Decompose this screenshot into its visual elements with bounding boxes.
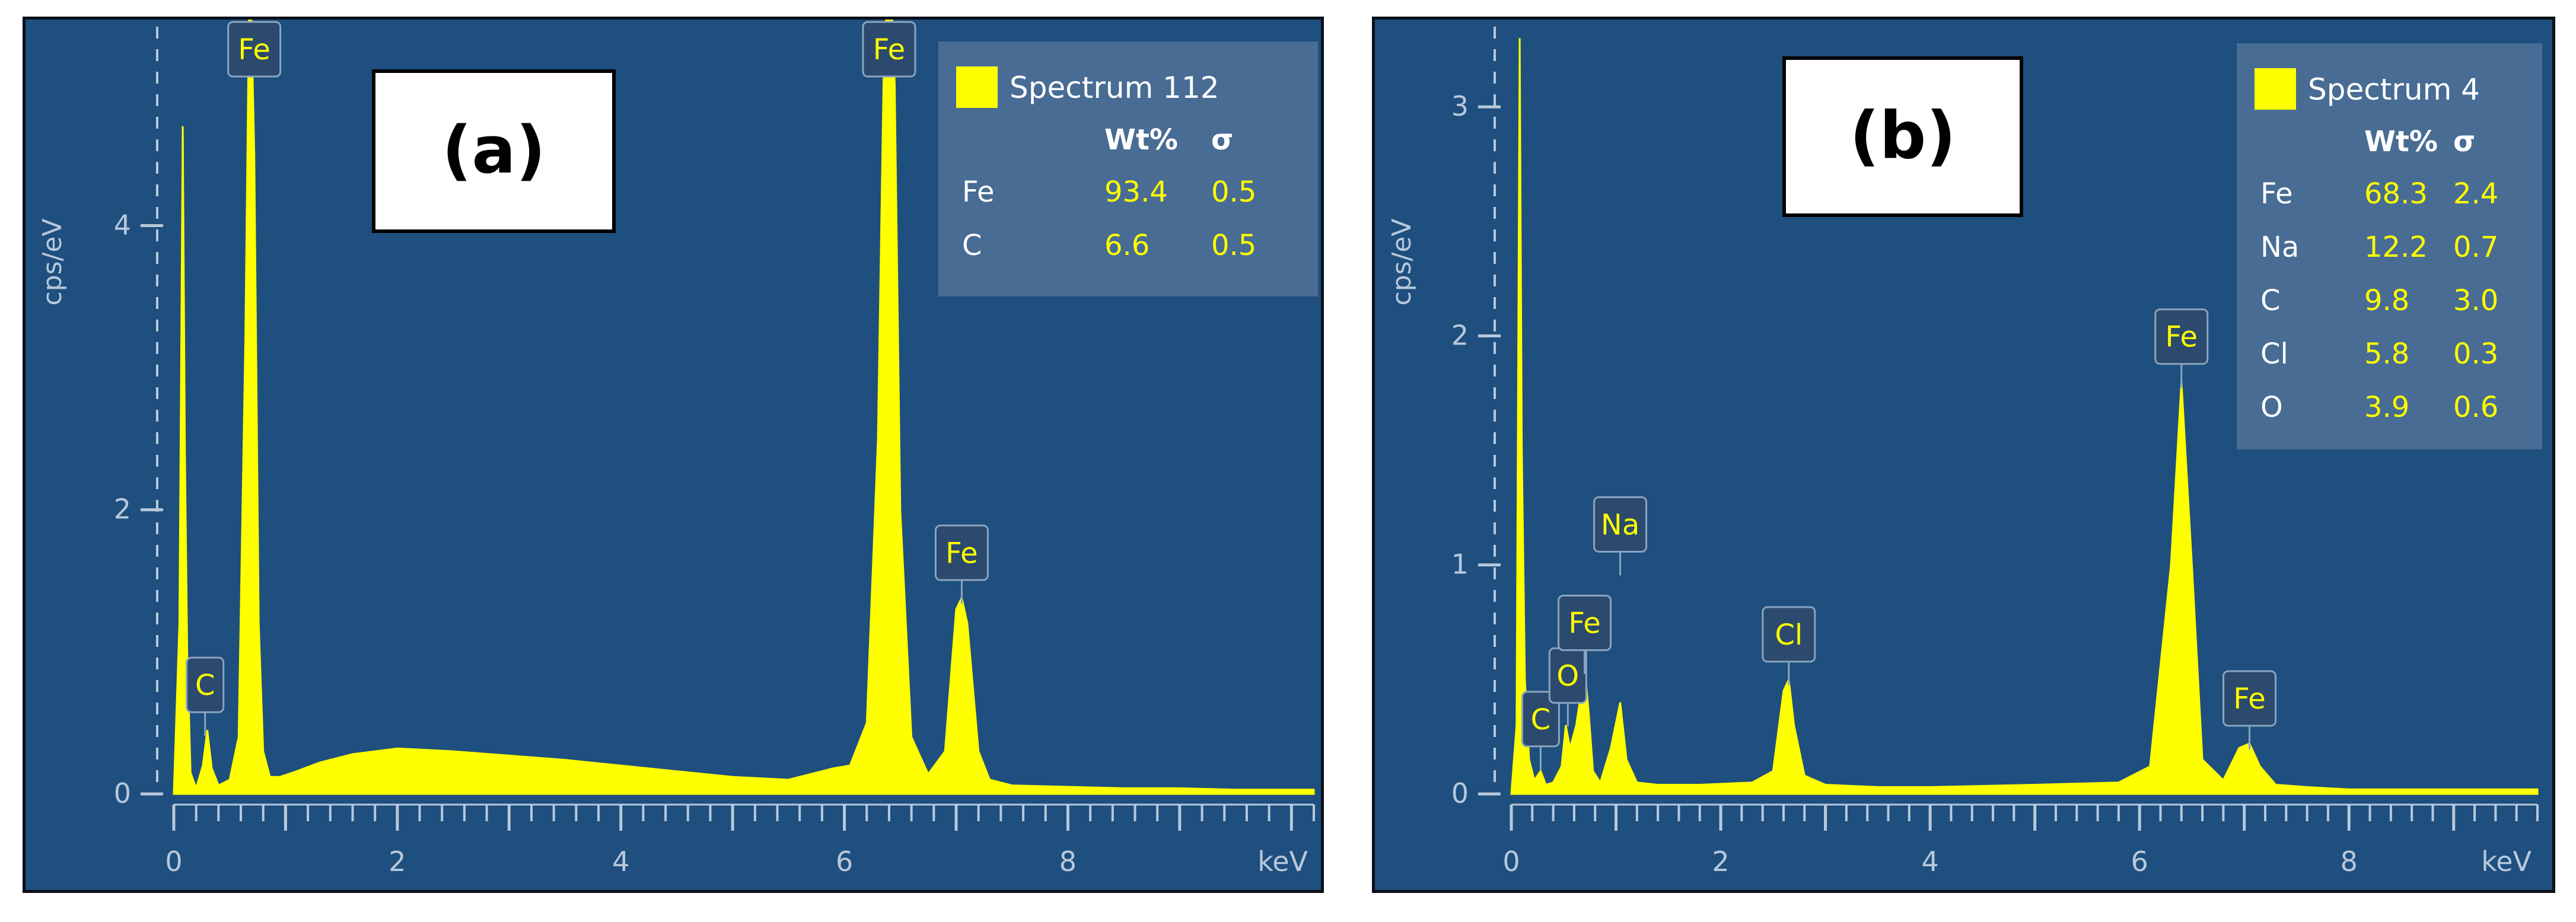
peak-label-text: Fe xyxy=(1568,607,1601,640)
legend-element: Fe xyxy=(962,176,995,209)
spectrum-area xyxy=(1510,38,2539,795)
legend-sigma-value: 0.6 xyxy=(2453,391,2498,424)
peak-label-text: Na xyxy=(1601,508,1639,541)
x-tick-label: 2 xyxy=(1712,846,1729,878)
peak-label-box xyxy=(227,21,282,78)
x-tick-label: 6 xyxy=(2131,846,2148,878)
y-tick-label: 0 xyxy=(114,777,131,809)
spectrum-panel-a: 0 2 4 cps/eV 0 2 4 6 8 keV C Fe Fe Fe (a) Spectrum 112 W… xyxy=(23,17,1324,893)
legend-wt-value: 93.4 xyxy=(1104,176,1168,209)
peak-label-text: O xyxy=(1556,659,1579,693)
peak-label-text: Fe xyxy=(873,33,906,66)
x-axis-label: keV xyxy=(1257,846,1308,878)
spectrum-area xyxy=(173,20,1315,795)
legend-element: C xyxy=(962,229,982,262)
legend-wt-value: 12.2 xyxy=(2364,231,2428,264)
legend-sigma-value: 0.3 xyxy=(2453,337,2498,371)
legend-wt-value: 3.9 xyxy=(2364,391,2409,424)
legend-sigma-value: 0.5 xyxy=(1211,229,1256,262)
peak-label: Fe xyxy=(227,21,282,78)
peak-label-box xyxy=(862,21,916,78)
peak-label-box xyxy=(1521,691,1560,748)
spectrum-chart-a: 0 2 4 cps/eV 0 2 4 6 8 keV C Fe Fe Fe (a) Spectrum 112 W… xyxy=(26,20,1321,890)
legend-wt-value: 6.6 xyxy=(1104,229,1150,262)
x-tick-label: 2 xyxy=(389,846,406,878)
peak-label-text: Fe xyxy=(945,537,978,570)
spectrum-panel-b: 0 1 2 3 cps/eV 0 2 4 6 8 keV C O Fe Na Cl Fe Fe (b) Spectru… xyxy=(1372,17,2555,893)
peak-label-text: Fe xyxy=(2166,321,2198,354)
y-tick-label: 3 xyxy=(1451,90,1469,122)
peak-label-box xyxy=(1762,606,1816,663)
y-tick-label: 1 xyxy=(1451,548,1469,580)
peak-label-box xyxy=(934,524,989,581)
x-tick-label: 0 xyxy=(165,846,182,878)
legend-sigma-value: 0.5 xyxy=(1211,176,1256,209)
legend-background xyxy=(2237,43,2542,449)
peak-label: O xyxy=(1548,647,1587,727)
peak-label-text: Fe xyxy=(238,33,270,66)
peak-label-box xyxy=(2154,308,2209,365)
x-tick-label: 8 xyxy=(1059,846,1077,878)
legend: Spectrum 4 Wt% σ Fe 68.3 2.4 Na 12.2 0.7 C 9.8 3.0 C… xyxy=(2237,43,2542,449)
x-axis-label: keV xyxy=(2481,846,2532,878)
panel-label: (b) xyxy=(1849,98,1956,174)
legend-element: Na xyxy=(2260,231,2299,264)
legend-title: Spectrum 112 xyxy=(1010,71,1219,105)
peak-label-box xyxy=(1593,496,1648,553)
legend-swatch xyxy=(956,66,998,108)
peak-label: Fe xyxy=(2154,308,2209,388)
peak-label: Cl xyxy=(1762,606,1816,685)
y-tick-label: 2 xyxy=(1451,319,1469,351)
peak-label-text: C xyxy=(195,669,215,702)
legend-sigma-value: 2.4 xyxy=(2453,177,2498,210)
x-tick-label: 0 xyxy=(1502,846,1520,878)
legend-element: O xyxy=(2260,391,2283,424)
peak-label: Fe xyxy=(2222,670,2277,750)
legend-element: Cl xyxy=(2260,337,2288,371)
legend-wt-value: 5.8 xyxy=(2364,337,2409,371)
y-axis-label: cps/eV xyxy=(1387,218,1417,305)
peak-label: Fe xyxy=(862,21,916,78)
legend-wt-value: 68.3 xyxy=(2364,177,2428,210)
peak-label: C xyxy=(186,656,225,736)
panel-label-box xyxy=(1782,56,2023,217)
peak-label: C xyxy=(1521,691,1560,770)
peak-label: Na xyxy=(1593,496,1648,576)
legend-header-sigma: σ xyxy=(2453,125,2475,158)
legend-sigma-value: 0.7 xyxy=(2453,231,2498,264)
y-axis-label: cps/eV xyxy=(37,218,68,305)
legend-element: C xyxy=(2260,284,2281,317)
x-tick-label: 4 xyxy=(1921,846,1938,878)
x-tick-label: 8 xyxy=(2341,846,2358,878)
peak-label-text: Fe xyxy=(2233,682,2266,716)
peak-label-box xyxy=(1558,595,1612,652)
panel-label: (a) xyxy=(442,112,546,188)
x-tick-label: 6 xyxy=(836,846,853,878)
x-tick-label: 4 xyxy=(612,846,629,878)
legend-sigma-value: 3.0 xyxy=(2453,284,2498,317)
legend-header-sigma: σ xyxy=(1211,123,1233,157)
legend-header-wt: Wt% xyxy=(2364,125,2438,158)
legend: Spectrum 112 Wt% σ Fe 93.4 0.5 C 6.6 0.5 xyxy=(938,42,1318,296)
y-tick-label: 0 xyxy=(1451,777,1469,809)
y-tick-label: 4 xyxy=(114,209,131,241)
legend-background xyxy=(938,42,1318,296)
peak-label: Fe xyxy=(934,524,989,604)
legend-title: Spectrum 4 xyxy=(2308,72,2480,107)
panel-label-box xyxy=(372,69,616,233)
legend-wt-value: 9.8 xyxy=(2364,284,2409,317)
legend-swatch xyxy=(2255,68,2296,110)
peak-label: Fe xyxy=(1558,595,1612,674)
y-tick-label: 2 xyxy=(114,493,131,525)
peak-label-box xyxy=(2222,670,2277,727)
peak-label-box xyxy=(186,656,225,713)
peak-label-text: C xyxy=(1531,703,1551,736)
legend-element: Fe xyxy=(2260,177,2293,210)
legend-header-wt: Wt% xyxy=(1104,123,1178,157)
peak-label-text: Cl xyxy=(1775,618,1803,652)
